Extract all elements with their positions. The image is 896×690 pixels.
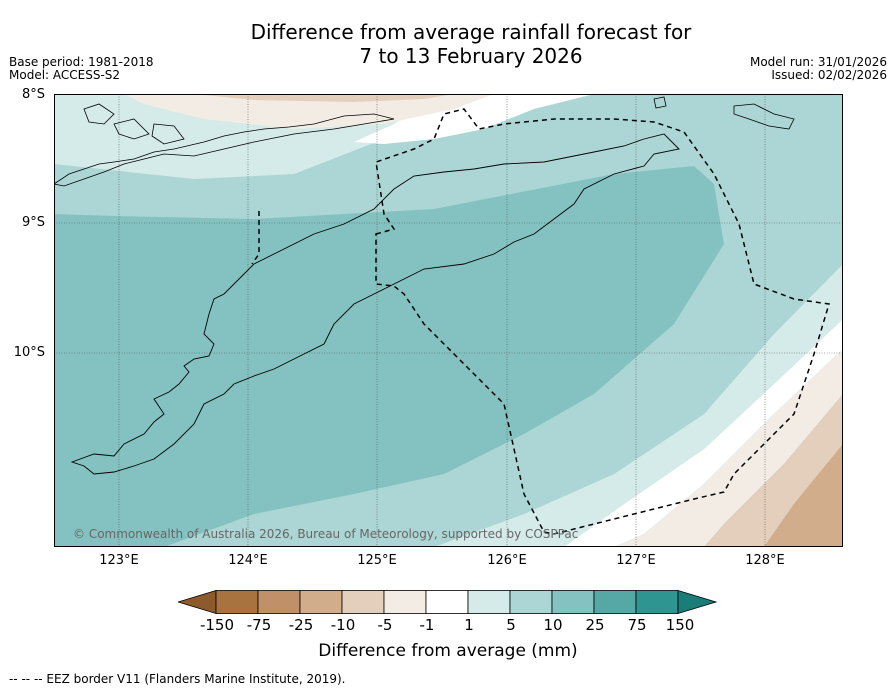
map-title: Difference from average rainfall forecas… — [0, 20, 896, 68]
model-run: Model run: 31/01/2026 — [749, 55, 887, 69]
rainfall-anomaly-map — [54, 94, 843, 547]
meta-left: Base period: 1981-2018 Model: ACCESS-S2 — [9, 56, 154, 82]
band-10-25-core — [54, 166, 724, 547]
colorbar-segment — [593, 590, 637, 614]
north-islands-coastline — [54, 113, 395, 187]
cbar-tick: -75 — [246, 616, 272, 634]
cbar-tick: -5 — [377, 616, 393, 634]
lon-label-128e: 128°E — [745, 553, 785, 568]
colorbar-segment — [341, 590, 385, 614]
colorbar-segment — [509, 590, 553, 614]
cbar-tick: 5 — [506, 616, 516, 634]
meta-right: Model run: 31/01/2026 Issued: 02/02/2026 — [750, 56, 887, 82]
eez-legend-note: -- -- -- EEZ border V11 (Flanders Marine… — [9, 672, 346, 686]
lat-label-8s: 8°S — [21, 87, 45, 102]
cbar-tick: 10 — [543, 616, 563, 634]
issued-date: Issued: 02/02/2026 — [771, 68, 887, 82]
cbar-tick: -150 — [199, 616, 235, 634]
cbar-tick: 25 — [585, 616, 605, 634]
cbar-tick: -10 — [330, 616, 356, 634]
band-dry-strong — [764, 444, 843, 547]
lon-label-127e: 127°E — [616, 553, 656, 568]
colorbar-segment — [467, 590, 511, 614]
band-dry-medium-top — [194, 94, 454, 102]
cbar-tick: 1 — [464, 616, 474, 634]
lat-label-10s: 10°S — [13, 345, 45, 360]
timor-coastline — [70, 133, 680, 475]
colorbar-segment — [551, 590, 595, 614]
eez-border — [251, 108, 830, 535]
colorbar-arrow-low — [178, 590, 217, 615]
cbar-tick: -25 — [288, 616, 314, 634]
colorbar-label: Difference from average (mm) — [318, 641, 578, 661]
base-period: Base period: 1981-2018 — [9, 55, 154, 69]
copyright-text: © Commonwealth of Australia 2026, Bureau… — [73, 527, 579, 541]
lon-label-123e: 123°E — [99, 553, 139, 568]
cbar-tick: -1 — [419, 616, 435, 634]
colorbar-segment — [383, 590, 427, 614]
band-1-5-right — [434, 264, 843, 547]
band-neutral — [564, 94, 843, 547]
lat-label-9s: 9°S — [21, 215, 45, 230]
wetar-coastline — [653, 96, 795, 130]
colorbar-segment — [299, 590, 343, 614]
lon-label-126e: 126°E — [487, 553, 527, 568]
colorbar-segment — [425, 590, 469, 614]
band-dry-medium — [704, 394, 843, 547]
lon-label-125e: 125°E — [357, 553, 397, 568]
model-name: Model: ACCESS-S2 — [9, 68, 121, 82]
cbar-tick: 150 — [665, 616, 695, 634]
title-line-2: 7 to 13 February 2026 — [359, 44, 583, 68]
cbar-tick: 75 — [627, 616, 647, 634]
alor-coastline — [83, 103, 185, 145]
colorbar-segment — [635, 590, 679, 614]
lon-label-124e: 124°E — [228, 553, 268, 568]
colorbar — [178, 590, 718, 615]
colorbar-segment — [215, 590, 259, 614]
band-neutral-top — [354, 94, 594, 144]
title-line-1: Difference from average rainfall forecas… — [250, 20, 692, 44]
colorbar-segment — [257, 590, 301, 614]
colorbar-arrow-high — [677, 590, 718, 615]
band-dry-light — [124, 94, 494, 129]
band-dry-light-right — [614, 349, 843, 547]
